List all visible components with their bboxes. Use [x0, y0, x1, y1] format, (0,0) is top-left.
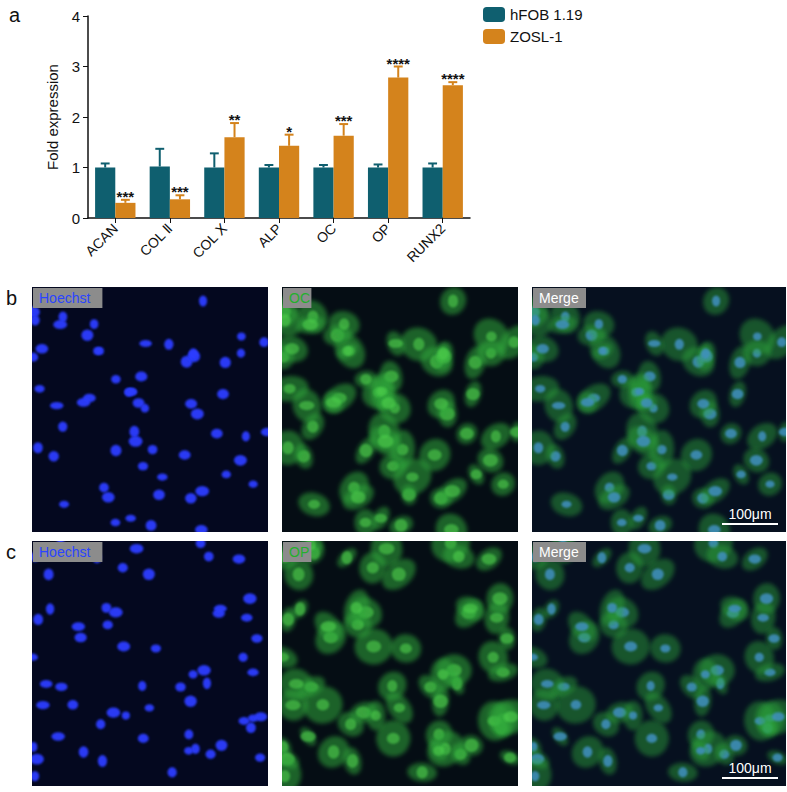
svg-text:c: c	[6, 541, 16, 563]
svg-text:Merge: Merge	[539, 544, 579, 560]
svg-text:Hoechst: Hoechst	[39, 290, 90, 306]
svg-text:Merge: Merge	[539, 290, 579, 306]
svg-text:**: **	[229, 111, 241, 128]
svg-text:2: 2	[72, 109, 80, 126]
svg-text:OC: OC	[289, 290, 310, 306]
svg-text:3: 3	[72, 58, 80, 75]
svg-text:*: *	[286, 123, 292, 140]
svg-text:COL Ⅹ: COL Ⅹ	[189, 220, 230, 261]
svg-text:a: a	[9, 4, 21, 26]
svg-text:ACAN: ACAN	[82, 220, 121, 259]
svg-text:***: ***	[335, 112, 353, 129]
svg-text:1: 1	[72, 159, 80, 176]
svg-text:OC: OC	[313, 220, 339, 246]
svg-text:ZOSL-1: ZOSL-1	[510, 28, 563, 45]
svg-text:Fold expression: Fold expression	[44, 64, 61, 170]
svg-text:***: ***	[171, 183, 189, 200]
svg-text:100μm: 100μm	[728, 760, 771, 776]
svg-text:****: ****	[387, 55, 411, 72]
svg-text:****: ****	[441, 70, 465, 87]
svg-text:b: b	[6, 287, 17, 309]
svg-text:0: 0	[72, 210, 80, 227]
svg-text:COL Ⅱ: COL Ⅱ	[137, 220, 176, 259]
svg-text:***: ***	[117, 188, 135, 205]
svg-text:4: 4	[72, 8, 80, 25]
svg-text:hFOB 1.19: hFOB 1.19	[510, 6, 583, 23]
svg-text:100μm: 100μm	[728, 506, 771, 522]
svg-text:OP: OP	[368, 220, 394, 246]
svg-text:RUNX2: RUNX2	[404, 220, 449, 265]
svg-text:OP: OP	[289, 544, 309, 560]
svg-text:Hoechst: Hoechst	[39, 544, 90, 560]
svg-text:ALP: ALP	[255, 220, 285, 250]
